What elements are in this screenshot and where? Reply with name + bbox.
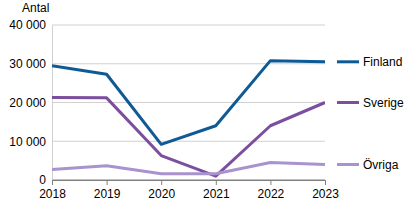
- chart: 0 10 000 20 000 30 000 40 000 2018 2019 2020 202…: [0, 0, 415, 215]
- x-tick-mark: [216, 180, 217, 185]
- grid-line: [52, 63, 325, 64]
- y-axis-title: Antal: [22, 1, 49, 15]
- y-tick-label: 0: [39, 173, 46, 187]
- x-tick: 2018: [39, 180, 66, 201]
- legend-swatch: [337, 163, 359, 166]
- y-tick: 40 000: [9, 18, 52, 32]
- y-tick: 0: [39, 173, 52, 187]
- x-tick-label: 2019: [94, 187, 121, 201]
- series-line: [52, 61, 325, 145]
- x-tick-label: 2020: [148, 187, 175, 201]
- y-axis-line: [52, 26, 53, 181]
- x-axis-line: [53, 181, 326, 186]
- y-axis: 0 10 000 20 000 30 000 40 000: [9, 18, 52, 187]
- x-tick: 2023: [312, 180, 339, 201]
- lines: [52, 61, 325, 176]
- y-tick: 30 000: [9, 57, 52, 71]
- y-tick: 20 000: [9, 96, 52, 110]
- legend-swatch: [337, 60, 359, 63]
- legend: Finland Sverige Övriga: [337, 55, 404, 172]
- legend-item: Finland: [337, 55, 402, 69]
- x-axis: 2018 2019 2020 2021 2022 2023: [39, 180, 339, 201]
- series-line: [52, 97, 325, 176]
- x-tick: 2020: [148, 180, 175, 201]
- legend-label: Finland: [363, 55, 402, 69]
- x-tick-label: 2021: [203, 187, 230, 201]
- legend-label: Övriga: [363, 158, 399, 172]
- x-tick-mark: [325, 180, 326, 185]
- grid-line: [52, 25, 325, 26]
- legend-swatch: [337, 101, 359, 104]
- y-tick-label: 40 000: [9, 18, 46, 32]
- x-tick-mark: [270, 180, 271, 185]
- legend-item: Övriga: [337, 158, 399, 172]
- x-tick: 2019: [94, 180, 121, 201]
- x-tick-mark: [107, 180, 108, 185]
- x-tick-mark: [161, 180, 162, 185]
- grid-line: [52, 141, 325, 142]
- legend-label: Sverige: [363, 96, 404, 110]
- grid-line: [52, 102, 325, 103]
- legend-item: Sverige: [337, 96, 404, 110]
- x-tick-mark: [52, 180, 53, 185]
- x-tick-label: 2023: [312, 187, 339, 201]
- y-tick-label: 30 000: [9, 57, 46, 71]
- y-tick: 10 000: [9, 135, 52, 149]
- y-tick-label: 20 000: [9, 96, 46, 110]
- y-tick-label: 10 000: [9, 135, 46, 149]
- x-tick: 2022: [258, 180, 285, 201]
- series-line: [52, 163, 325, 174]
- x-tick: 2021: [203, 180, 230, 201]
- x-tick-label: 2018: [39, 187, 66, 201]
- grid: [52, 25, 325, 180]
- x-tick-label: 2022: [258, 187, 285, 201]
